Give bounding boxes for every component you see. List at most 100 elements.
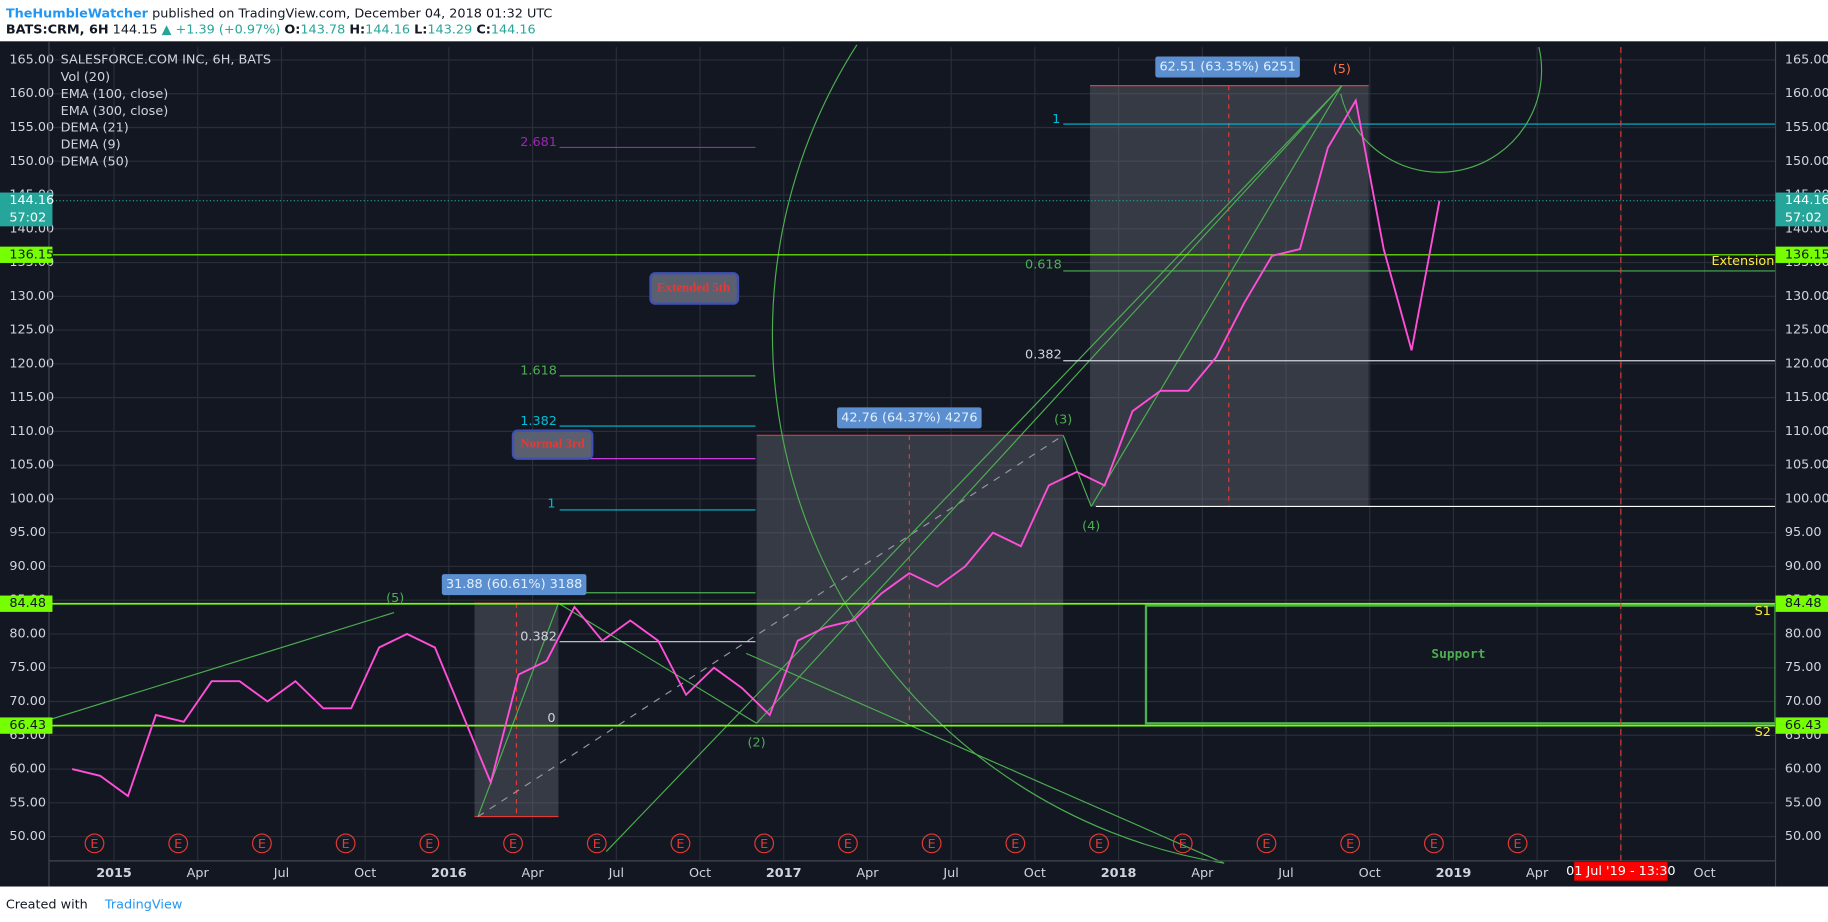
note-label: Extended 5th [657,280,730,294]
indicator-label: EMA (300, close) [61,104,169,119]
measure-label: 42.76 (64.37%) 4276 [841,410,977,425]
earnings-label: E [425,837,433,852]
earnings-label: E [1262,837,1270,852]
last-price-label: 144.16 [1785,193,1828,208]
y-tick-label-left: 70.00 [9,694,46,709]
y-tick-label: 130.00 [1785,289,1828,304]
price-tag-label: 84.48 [1785,596,1822,611]
y-tick-label-left: 60.00 [9,762,46,777]
x-tick-label: 2017 [766,866,802,881]
y-tick-label: 115.00 [1785,390,1828,405]
author[interactable]: TheHumbleWatcher [6,6,149,21]
note-label: S2 [1755,725,1771,740]
price-tag-label: 66.43 [1785,718,1822,733]
cursor-label: 01 Jul '19 - 13:30 [1566,864,1675,879]
support-box [1144,604,1776,725]
x-tick-label: 2016 [431,866,467,881]
price-tag [0,246,53,263]
wave-label: (5) [1333,62,1351,77]
earnings-label: E [1095,837,1103,852]
y-tick-label: 50.00 [1785,829,1822,844]
earnings-marker [1423,833,1444,854]
y-tick-label: 165.00 [1785,52,1828,67]
measure-tag [837,407,982,429]
x-tick-label: Jul [273,866,289,881]
note-label: Support [1431,647,1485,662]
note-box [649,272,740,305]
trend-line [48,611,395,721]
y-tick-label-left: 100.00 [9,491,54,506]
price-tag-label: 136.15 [9,247,54,262]
wave-label: (5) [386,591,404,606]
y-tick-label-left: 115.00 [9,390,54,405]
y-tick-label-left: 125.00 [9,323,54,338]
last-price-tag [1775,192,1828,227]
y-tick-label: 70.00 [1785,694,1822,709]
price-tag-label: 136.15 [1785,247,1828,262]
ohlc-key: L: [414,22,427,37]
x-tick-label: Apr [1191,866,1214,881]
y-tick-label-left: 150.00 [9,154,54,169]
fib-label: 0 [547,711,555,726]
measure-tag [1155,56,1300,78]
ohlc-value: 144.16 [365,22,410,37]
note-label: S1 [1755,604,1771,619]
y-tick-label: 60.00 [1785,762,1822,777]
earnings-label: E [1179,837,1187,852]
trend-line [1062,435,1092,507]
ohlc-key: O: [284,22,300,37]
y-tick-label-left: 95.00 [9,525,46,540]
trend-line [756,85,1343,724]
footer-brand[interactable]: TradingView [104,898,182,913]
y-tick-label: 150.00 [1785,154,1828,169]
fib-label: 1 [547,497,555,512]
price-tag-label: 66.43 [9,718,46,733]
x-tick-label: Oct [354,866,376,881]
measure-label: 31.88 (60.61%) 3188 [446,577,582,592]
earnings-label: E [1011,837,1019,852]
y-tick-label: 80.00 [1785,626,1822,641]
y-tick-label: 125.00 [1785,323,1828,338]
y-tick-label: 120.00 [1785,356,1828,371]
x-tick-label: Oct [689,866,711,881]
y-tick-label-left: 105.00 [9,458,54,473]
y-tick-label: 95.00 [1785,525,1822,540]
earnings-label: E [676,837,684,852]
price-tag-label: 84.48 [9,596,46,611]
y-tick-label-left: 120.00 [9,356,54,371]
earnings-label: E [760,837,768,852]
earnings-marker [84,833,105,854]
x-tick-label: Apr [522,866,545,881]
ohlc-value: 143.29 [427,22,472,37]
earnings-marker [1507,833,1528,854]
x-tick-label: 2018 [1101,866,1137,881]
fib-label: 1 [1052,112,1060,127]
note-label: Extension [1711,254,1774,269]
earnings-label: E [90,837,98,852]
fib-arc [771,44,1225,864]
earnings-label: E [593,837,601,852]
note-box [511,429,594,460]
x-tick-label: 2015 [96,866,132,881]
ohlc-key: H: [349,22,365,37]
earnings-label: E [509,837,517,852]
earnings-label: E [1430,837,1438,852]
last-price-tag [0,192,53,227]
earnings-marker [1172,833,1193,854]
fib-label: 0.618 [1025,258,1062,273]
y-tick-label-left: 130.00 [9,289,54,304]
earnings-label: E [258,837,266,852]
x-tick-label: Oct [1693,866,1715,881]
earnings-marker [586,833,607,854]
earnings-label: E [174,837,182,852]
y-tick-label: 160.00 [1785,86,1828,101]
earnings-label: E [844,837,852,852]
countdown-label: 57:02 [9,211,46,226]
chart-title: SALESFORCE.COM INC, 6H, BATS [61,52,271,67]
earnings-marker [1256,833,1277,854]
earnings-marker [754,833,775,854]
earnings-marker [1340,833,1361,854]
y-tick-label: 110.00 [1785,424,1828,439]
earnings-label: E [1514,837,1522,852]
